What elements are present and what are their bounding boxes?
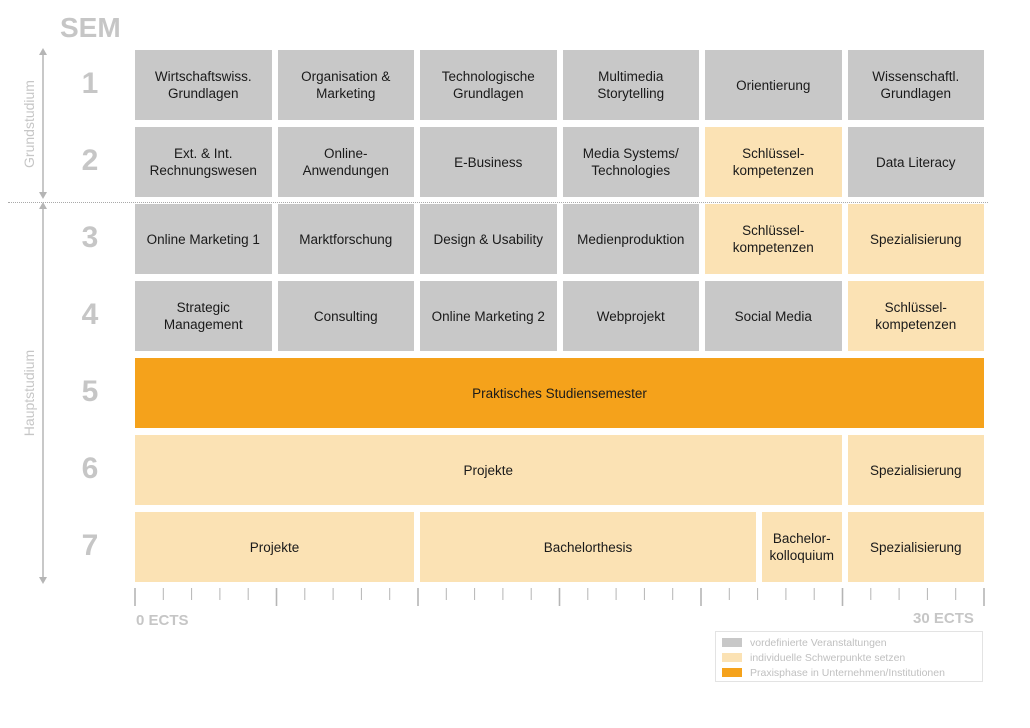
- phase-label: Grundstudium: [21, 79, 37, 168]
- module-cell: Design & Usability: [420, 204, 557, 274]
- legend-label: Praxisphase in Unternehmen/Institutionen: [750, 666, 945, 679]
- module-cell: Bachelorthesis: [420, 512, 756, 582]
- phase-arrowhead: [39, 48, 47, 55]
- legend-swatch: [722, 653, 742, 662]
- ects-start-label: 0 ECTS: [136, 612, 189, 629]
- module-cell: Social Media: [705, 281, 842, 351]
- module-cell: Online Marketing 1: [135, 204, 272, 274]
- module-cell: Wirtschaftswiss. Grundlagen: [135, 50, 272, 120]
- module-cell: Ext. & Int. Rechnungswesen: [135, 127, 272, 197]
- module-cell: Spezialisierung: [847, 512, 984, 582]
- module-cell: Orientierung: [705, 50, 842, 120]
- module-cell: Schlüssel- kompetenzen: [705, 127, 842, 197]
- module-cell: Bachelor- kolloquium: [762, 512, 842, 582]
- phase-arrowhead: [39, 192, 47, 199]
- semester-label: 4: [81, 298, 99, 331]
- legend-swatch: [722, 638, 742, 647]
- phase-label: Hauptstudium: [21, 349, 37, 437]
- module-cell: E-Business: [420, 127, 557, 197]
- legend-item: Praxisphase in Unternehmen/Institutionen: [722, 665, 976, 680]
- module-cell: Spezialisierung: [847, 435, 984, 505]
- module-cell: Marktforschung: [277, 204, 414, 274]
- phase-arrowhead: [39, 202, 47, 209]
- module-cell: Projekte: [135, 435, 842, 505]
- module-cell: Spezialisierung: [847, 204, 984, 274]
- ects-end-label: 30 ECTS: [913, 610, 974, 627]
- module-cell: Schlüssel- kompetenzen: [847, 281, 984, 351]
- module-cell: Media Systems/ Technologies: [562, 127, 699, 197]
- legend-item: individuelle Schwerpunkte setzen: [722, 650, 976, 665]
- module-cell: Webprojekt: [562, 281, 699, 351]
- sem-header: SEM: [60, 12, 121, 43]
- legend-label: individuelle Schwerpunkte setzen: [750, 651, 906, 664]
- semester-label: 1: [81, 67, 99, 100]
- legend-swatch: [722, 668, 742, 677]
- semester-label: 7: [81, 529, 99, 562]
- module-cell: Online Marketing 2: [420, 281, 557, 351]
- module-cell: Strategic Management: [135, 281, 272, 351]
- module-cell: Organisation & Marketing: [277, 50, 414, 120]
- semester-label: 6: [81, 452, 99, 485]
- module-cell: Online- Anwendungen: [277, 127, 414, 197]
- legend: vordefinierte Veranstaltungen individuell…: [715, 631, 983, 682]
- legend-item: vordefinierte Veranstaltungen: [722, 635, 976, 650]
- semester-label: 2: [81, 144, 99, 177]
- phase-divider: [8, 202, 988, 203]
- module-cell: Wissenschaftl. Grundlagen: [847, 50, 984, 120]
- module-cell: Medienproduktion: [562, 204, 699, 274]
- semester-label: 5: [81, 375, 99, 408]
- phase-arrowhead: [39, 577, 47, 584]
- module-cell: Praktisches Studiensemester: [135, 358, 984, 428]
- module-cell: Multimedia Storytelling: [562, 50, 699, 120]
- module-cell: Projekte: [135, 512, 414, 582]
- module-cell: Technologische Grundlagen: [420, 50, 557, 120]
- module-cell: Schlüssel- kompetenzen: [705, 204, 842, 274]
- legend-label: vordefinierte Veranstaltungen: [750, 636, 887, 649]
- semester-label: 3: [81, 221, 99, 254]
- module-cell: Consulting: [277, 281, 414, 351]
- module-cell: Data Literacy: [847, 127, 984, 197]
